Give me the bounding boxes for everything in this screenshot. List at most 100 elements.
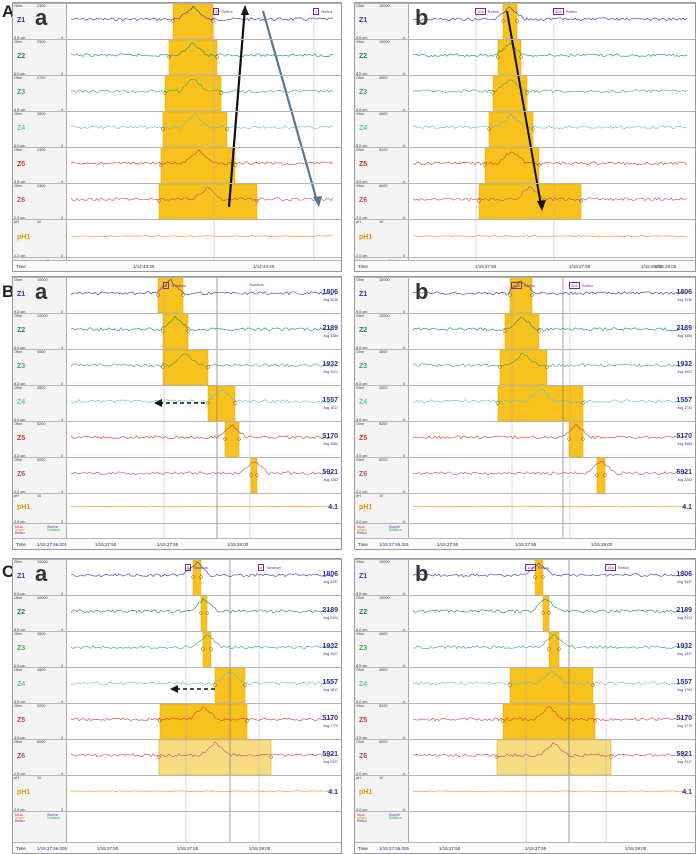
- zone-label-z1: Z1: [17, 291, 26, 298]
- sensor-position-label: 2.0 cm: [356, 772, 368, 776]
- time-tick-label: 1/15:27:50: [437, 542, 459, 547]
- zone-label-z3: Z3: [17, 363, 26, 370]
- lane-max-value: 4500: [37, 668, 46, 672]
- zone-label-z6: Z6: [359, 197, 368, 204]
- lane-zero-label: 0: [61, 772, 64, 776]
- impedance-value: 1806: [676, 289, 692, 296]
- bolus-entry-marker: [249, 473, 253, 477]
- ohm-unit-label: Ohm: [356, 112, 365, 116]
- impedance-average: Avg 2424: [323, 616, 338, 620]
- lane-max-value: 2500: [37, 40, 46, 44]
- tracing-canvas: [70, 3, 334, 261]
- bolus-entry-marker: [496, 401, 500, 405]
- impedance-lane-z5: Ohm 5200 3.5 cm 0 Z5 5170 Avg 3584: [13, 421, 341, 458]
- bolus-exit-marker: [609, 755, 613, 759]
- impedance-lane-z1: Ohm 2300 9.5 cm 0 Z1: [13, 3, 341, 40]
- bolus-exit-marker: [237, 437, 241, 441]
- lane-zero-label: 0: [61, 36, 64, 40]
- zone-label-z2: Z2: [359, 53, 368, 60]
- time-axis: Time 1/15:27:56.001 1/15:27:50 1/15:27:55 1/…: [355, 538, 695, 549]
- channel-sidebar: [13, 277, 67, 549]
- bolus-entry-marker: [496, 55, 500, 59]
- ph-position-label: 2.0 cm: [356, 254, 368, 258]
- sensor-position-label: 5.0 cm: [14, 418, 26, 422]
- impedance-lane-z5: Ohm 5200 3.5 cm 0 Z5 5170 Avg 1770: [355, 703, 695, 740]
- lane-max-value: 4500: [379, 350, 388, 354]
- sensor-position-label: 9.5 cm: [14, 310, 26, 314]
- lane-max-value: 2800: [37, 112, 46, 116]
- legend-item: Supine: [389, 525, 400, 529]
- event-marker-number: 104: [511, 282, 522, 289]
- impedance-lane-z6: Ohm 6000 2.0 cm 0 Z6 5921 Avg 2027: [355, 739, 695, 776]
- zone-label-z1: Z1: [359, 291, 368, 298]
- event-marker-text: Swallow: [249, 282, 264, 287]
- ph-value: 4.1: [682, 504, 692, 511]
- lane-max-value: 4500: [379, 76, 388, 80]
- bolus-exit-marker: [233, 401, 237, 405]
- impedance-value: 1932: [676, 361, 692, 368]
- ohm-unit-label: Ohm: [14, 4, 23, 8]
- time-axis-label: Time: [358, 264, 368, 269]
- lane-zero-label: 0: [403, 72, 406, 76]
- ohm-unit-label: Ohm: [14, 596, 23, 600]
- impedance-lane-z1: Ohm 10000 9.5 cm 0 Z1: [355, 3, 695, 40]
- sensor-position-label: 2.0 cm: [356, 216, 368, 220]
- bolus-entry-marker: [508, 293, 512, 297]
- bolus-segment: [164, 75, 222, 112]
- lane-zero-label: 0: [403, 592, 406, 596]
- sensor-position-label: 6.5 cm: [14, 382, 26, 386]
- lane-zero-label: 0: [403, 628, 406, 632]
- impedance-value: 5921: [676, 751, 692, 758]
- ohm-unit-label: Ohm: [356, 632, 365, 636]
- impedance-value: 5170: [676, 715, 692, 722]
- bolus-entry-marker: [483, 163, 487, 167]
- lane-max-value: 5200: [379, 422, 388, 426]
- event-marker-text: Reflux: [537, 565, 550, 570]
- impedance-lane-z1: Ohm 10000 9.5 cm 0 Z1 1806 Avg 3036: [355, 277, 695, 314]
- lane-max-value: 4500: [379, 668, 388, 672]
- impedance-value: 5170: [322, 715, 338, 722]
- impedance-lane-z4: Ohm 4500 5.0 cm 0 Z4: [355, 111, 695, 148]
- impedance-value: 1932: [322, 643, 338, 650]
- lane-max-value: 10000: [379, 40, 390, 44]
- impedance-value: 5921: [676, 469, 692, 476]
- bolus-segment: [162, 313, 189, 350]
- ph-position-label: 2.0 cm: [14, 808, 26, 812]
- bolus-segment: [159, 703, 248, 740]
- zone-label-z3: Z3: [17, 89, 26, 96]
- ph-unit-label: pH: [14, 494, 19, 498]
- impedance-trace: [412, 113, 688, 130]
- impedance-trace: [70, 424, 334, 440]
- event-marker: 4 Swallow: [258, 564, 281, 571]
- impedance-average: Avg 2424: [677, 616, 692, 620]
- bolus-exit-marker: [245, 719, 249, 723]
- impedance-lane-z3: Ohm 4500 6.5 cm 0 Z3 1932 Avg 1927: [13, 631, 341, 668]
- lane-zero-label: 0: [403, 382, 406, 386]
- bolus-segment: [162, 349, 209, 386]
- lane-max-value: 5200: [37, 704, 46, 708]
- zone-label-z2: Z2: [359, 327, 368, 334]
- impedance-lane-z4: Ohm 4500 5.0 cm 0 Z4 1557 Avg 1817: [13, 385, 341, 422]
- ohm-unit-label: Ohm: [356, 278, 365, 282]
- zone-label-z2: Z2: [359, 609, 368, 616]
- impedance-average: Avg 3384: [323, 334, 338, 338]
- ph-value: 4.1: [328, 504, 338, 511]
- ph-zero-label: 0: [403, 254, 406, 258]
- impedance-trace: [412, 599, 688, 614]
- ohm-unit-label: Ohm: [356, 704, 365, 708]
- impedance-average: Avg 3437: [677, 580, 692, 584]
- impedance-lane-z4: Ohm 4500 5.0 cm 0 Z4 1557 Avg 1817: [13, 667, 341, 704]
- impedance-lane-z3: Ohm 4500 6.5 cm 0 Z3 1932 Avg 1927: [355, 631, 695, 668]
- tracing-panel-c-right: Ohm 10000 9.5 cm 0 Z1 1806 Avg 3437 Ohm 10000 8.0…: [354, 558, 696, 854]
- impedance-lane-z3: Ohm 4500 6.5 cm 0 Z3 1932 Avg 1921: [355, 349, 695, 386]
- ph-unit-label: pH: [356, 494, 361, 498]
- ph-value: 4.1: [682, 789, 692, 796]
- sensor-position-label: 9.5 cm: [14, 592, 26, 596]
- ph-lane: pH 10 2.0 cm 0 pH1: [355, 219, 695, 258]
- impedance-lane-z6: Ohm 6000 2.0 cm 0 Z6 5921 Avg 2262: [355, 457, 695, 494]
- ph-position-label: 2.0 cm: [14, 254, 26, 258]
- ph-lane: pH 10 2.0 cm 0 pH1 4.1: [355, 493, 695, 524]
- event-marker-number: 104: [525, 564, 536, 571]
- ph-max-value: 10: [37, 494, 42, 498]
- zone-label-z5: Z5: [17, 435, 26, 442]
